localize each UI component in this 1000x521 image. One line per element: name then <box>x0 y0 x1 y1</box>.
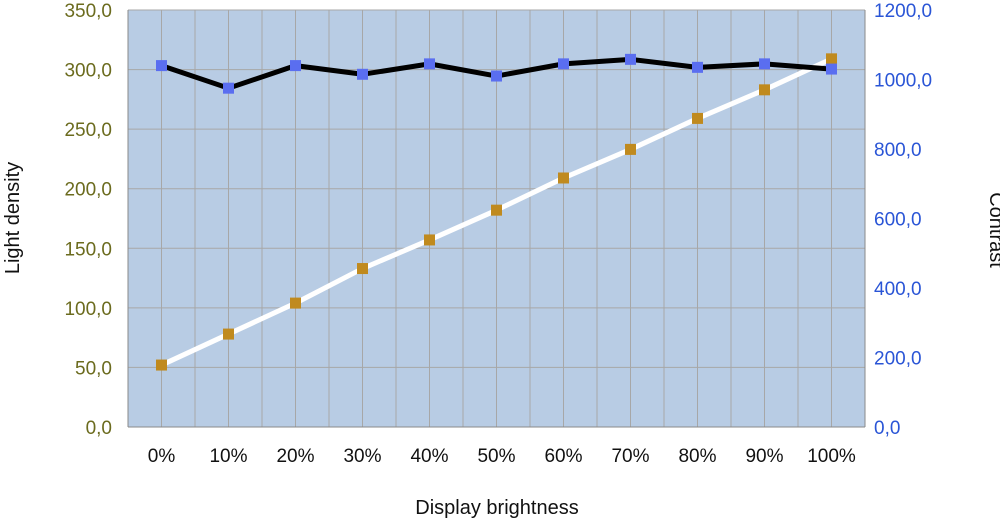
x-tick-label: 30% <box>343 446 381 467</box>
left-tick-label: 300,0 <box>64 61 112 82</box>
x-axis-title: Display brightness <box>415 497 578 519</box>
series-2-marker <box>692 61 703 73</box>
series-1-marker <box>692 112 703 124</box>
right-tick-label: 600,0 <box>874 210 922 231</box>
right-tick-label: 800,0 <box>874 140 922 161</box>
series-2-marker <box>759 58 770 70</box>
x-tick-label: 0% <box>148 446 176 467</box>
left-tick-label: 50,0 <box>75 358 112 379</box>
series-2-marker <box>491 70 502 82</box>
series-1-marker <box>424 234 435 246</box>
x-ticks: 0% 10% 20% 30% 40% 50% 60% 70% 80% 90% 100% <box>148 446 856 467</box>
left-tick-label: 100,0 <box>64 299 112 320</box>
right-tick-label: 200,0 <box>874 349 922 370</box>
x-tick-label: 70% <box>611 446 649 467</box>
x-tick-label: 100% <box>807 446 856 467</box>
left-tick-label: 150,0 <box>64 239 112 260</box>
series-1-marker <box>156 359 167 371</box>
x-tick-label: 60% <box>544 446 582 467</box>
left-tick-label: 250,0 <box>64 120 112 141</box>
series-1-marker <box>290 297 301 309</box>
series-2-marker <box>826 63 837 75</box>
left-axis-title: Light density <box>2 162 24 274</box>
x-tick-label: 40% <box>410 446 448 467</box>
x-tick-label: 80% <box>678 446 716 467</box>
series-layer <box>156 53 837 371</box>
right-tick-label: 400,0 <box>874 279 922 300</box>
x-tick-label: 50% <box>477 446 515 467</box>
series-2-marker <box>156 60 167 72</box>
x-tick-label: 90% <box>745 446 783 467</box>
x-tick-label: 20% <box>276 446 314 467</box>
series-1-marker <box>357 263 368 275</box>
series-2-marker <box>223 82 234 94</box>
series-1-marker <box>625 143 636 155</box>
x-tick-label: 10% <box>209 446 247 467</box>
left-tick-label: 350,0 <box>64 1 112 22</box>
series-2-marker <box>625 53 636 65</box>
series-1-marker <box>491 204 502 216</box>
left-tick-label: 0,0 <box>86 418 112 439</box>
series-1-marker <box>826 53 837 65</box>
right-tick-label: 1200,0 <box>874 1 932 22</box>
series-2-marker <box>357 68 368 80</box>
series-2-marker <box>290 60 301 72</box>
series-1-marker <box>223 328 234 340</box>
series-1-marker <box>759 84 770 96</box>
right-y-ticks: 0,0 200,0 400,0 600,0 800,0 1000,0 1200,0 <box>874 1 932 439</box>
series-1-marker <box>558 172 569 184</box>
left-tick-label: 200,0 <box>64 180 112 201</box>
right-axis-title: Contrast <box>985 192 1000 268</box>
left-y-ticks: 0,0 50,0 100,0 150,0 200,0 250,0 300,0 350,0 <box>64 1 112 439</box>
series-2-marker <box>424 58 435 70</box>
right-tick-label: 0,0 <box>874 418 900 439</box>
series-2-marker <box>558 58 569 70</box>
right-tick-label: 1000,0 <box>874 71 932 92</box>
